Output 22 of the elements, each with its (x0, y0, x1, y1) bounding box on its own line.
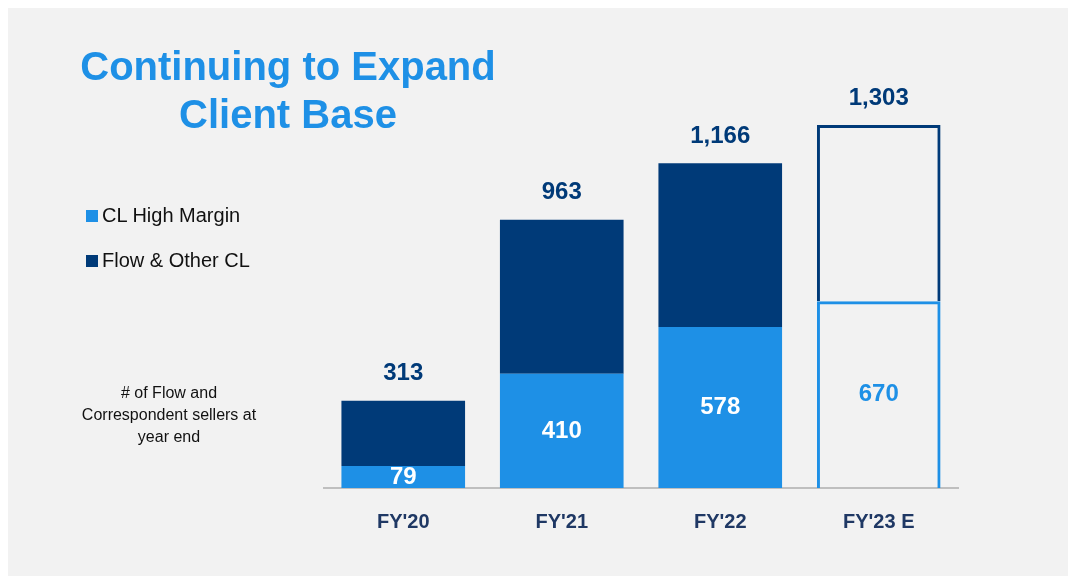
chart-title: Continuing to Expand Client Base (79, 43, 497, 138)
total-label: 313 (383, 358, 424, 386)
data-label: 578 (700, 392, 741, 420)
legend-label: CL High Margin (102, 204, 241, 227)
total-label: 1,303 (848, 82, 909, 110)
text: # of Flow and Correspondent sellers at year end (80, 383, 258, 447)
bar (341, 400, 466, 466)
bar (658, 326, 783, 488)
bar (499, 373, 624, 488)
bar (341, 465, 466, 488)
data-label: 410 (541, 415, 582, 443)
data-label: 79 (389, 461, 417, 489)
x-tick-label: FY'22 (693, 509, 747, 532)
legend-label: Flow & Other CL (102, 249, 250, 272)
x-tick-label: FY'20 (376, 509, 430, 532)
bar (658, 163, 783, 327)
bar (499, 219, 624, 374)
data-label: 670 (858, 379, 899, 407)
x-tick-label: FY'23 E (843, 509, 915, 532)
total-label: 1,166 (690, 120, 751, 148)
total-label: 963 (541, 177, 582, 205)
x-tick-label: FY'21 (535, 509, 589, 532)
